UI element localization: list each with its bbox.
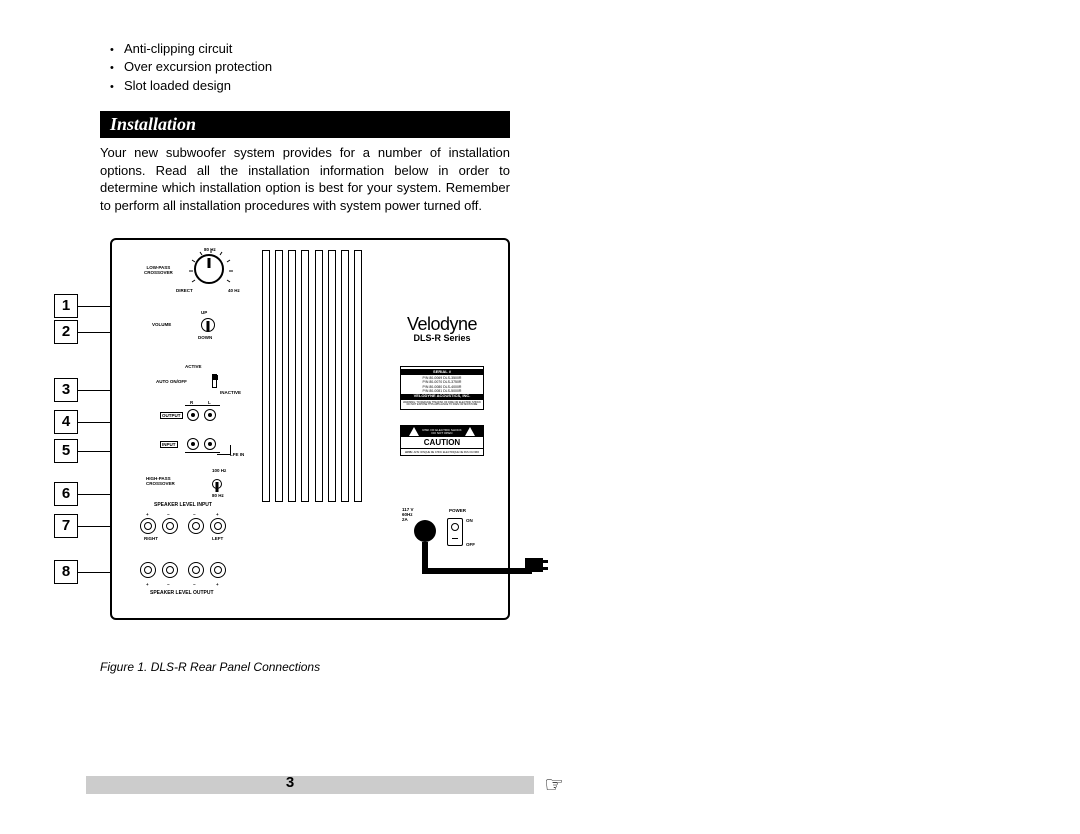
binding-post	[188, 562, 204, 578]
minus-4: −	[193, 582, 196, 587]
auto-switch	[212, 374, 217, 388]
binding-post	[162, 518, 178, 534]
warning-fine-print: WARNING: TO REDUCE THE RISK OF FIRE OR E…	[403, 401, 481, 409]
knob-ticks-icon	[189, 249, 233, 293]
right-label: RIGHT	[144, 536, 158, 541]
binding-post	[188, 518, 204, 534]
page-footer: 3 ☞	[100, 776, 520, 798]
callout-1: 1	[54, 294, 78, 318]
avis-text: AVIS: AVIS: RISQUE DE CHOC ELECTRIQUE NE…	[401, 449, 483, 455]
output-label: OUTPUT	[160, 412, 183, 419]
risk-text: RISK OF ELECTRIC SHOCK DO NOT OPEN	[422, 429, 461, 436]
caution-main: CAUTION	[401, 437, 483, 449]
power-on-label: ON	[466, 518, 473, 523]
page-number: 3	[100, 774, 480, 791]
lowpass-left-label: DIRECT	[176, 288, 193, 293]
voltage-label: 117 V 60Hz 2A	[402, 508, 414, 523]
serial-line: P/N 80-0081 DLS-5000R	[403, 389, 481, 393]
mfr-label: VELODYNE ACOUSTICS, INC.	[401, 394, 483, 400]
binding-post	[140, 518, 156, 534]
volume-label: VOLUME	[152, 322, 171, 327]
lowpass-knob	[194, 254, 224, 284]
callout-8: 8	[54, 560, 78, 584]
speaker-output-label: SPEAKER LEVEL OUTPUT	[150, 590, 214, 596]
power-off-label: OFF	[466, 542, 475, 547]
lowpass-right-label: 40 Hz	[228, 288, 240, 293]
rca-bracket	[185, 405, 220, 453]
callout-4: 4	[54, 410, 78, 434]
lfe-arrow	[217, 445, 231, 455]
highpass-knob	[212, 479, 222, 489]
brand-name: Velodyne	[392, 314, 492, 335]
auto-inactive-label: INACTIVE	[220, 390, 241, 395]
callout-5: 5	[54, 439, 78, 463]
bullet-item: Over excursion protection	[124, 58, 510, 76]
cord-segment	[422, 568, 532, 574]
plus-2: +	[216, 512, 219, 517]
rear-panel-diagram: 1 2 3 4 5 6 7 8 LOW-PASS CROSSOVER 80 Hz	[100, 238, 510, 638]
power-plug-icon	[525, 558, 543, 572]
left-label: LEFT	[212, 536, 223, 541]
power-switch	[447, 518, 463, 546]
warning-triangle-icon	[465, 427, 475, 436]
plus-1: +	[146, 512, 149, 517]
bullet-item: Slot loaded design	[124, 77, 510, 95]
figure-caption: Figure 1. DLS-R Rear Panel Connections	[100, 660, 510, 674]
binding-post	[210, 562, 226, 578]
input-label: INPUT	[160, 441, 178, 448]
hp-bottom-label: 80 Hz	[212, 493, 224, 498]
minus-3: −	[167, 582, 170, 587]
bullet-item: Anti-clipping circuit	[124, 40, 510, 58]
plus-4: +	[216, 582, 219, 587]
minus-2: −	[193, 512, 196, 517]
auto-onoff-label: AUTO ON/OFF	[156, 379, 187, 384]
volume-knob	[201, 318, 215, 332]
power-inlet	[414, 520, 436, 542]
plus-3: +	[146, 582, 149, 587]
binding-post	[210, 518, 226, 534]
minus-1: −	[167, 512, 170, 517]
lfe-label: LFE IN	[230, 452, 244, 457]
feature-list: Anti-clipping circuit Over excursion pro…	[100, 40, 510, 95]
body-paragraph: Your new subwoofer system provides for a…	[100, 144, 510, 214]
heatsink	[262, 250, 362, 502]
brand-block: Velodyne DLS-R Series	[392, 314, 492, 343]
warning-triangle-icon	[409, 427, 419, 436]
binding-post	[140, 562, 156, 578]
binding-post	[162, 562, 178, 578]
highpass-label: HIGH-PASS CROSSOVER	[146, 477, 175, 487]
callout-6: 6	[54, 482, 78, 506]
volume-down-label: DOWN	[198, 335, 212, 340]
serial-header: SERIAL #	[401, 369, 483, 375]
pointing-hand-icon: ☞	[544, 772, 564, 798]
callout-7: 7	[54, 514, 78, 538]
callout-3: 3	[54, 378, 78, 402]
power-label: POWER	[449, 508, 466, 513]
volume-up-label: UP	[201, 310, 207, 315]
auto-active-label: ACTIVE	[185, 364, 202, 369]
section-heading: Installation	[100, 111, 510, 138]
lowpass-label: LOW-PASS CROSSOVER	[144, 266, 173, 276]
caution-label: RISK OF ELECTRIC SHOCK DO NOT OPEN CAUTI…	[400, 425, 484, 456]
hp-top-label: 100 Hz	[212, 468, 226, 473]
speaker-input-label: SPEAKER LEVEL INPUT	[154, 502, 212, 508]
serial-info-box: SERIAL # P/N 80-0069 DLS-3500R P/N 80-00…	[400, 366, 484, 410]
subwoofer-rear-panel: LOW-PASS CROSSOVER 80 Hz DIRECT 40 Hz VO…	[110, 238, 510, 620]
callout-2: 2	[54, 320, 78, 344]
